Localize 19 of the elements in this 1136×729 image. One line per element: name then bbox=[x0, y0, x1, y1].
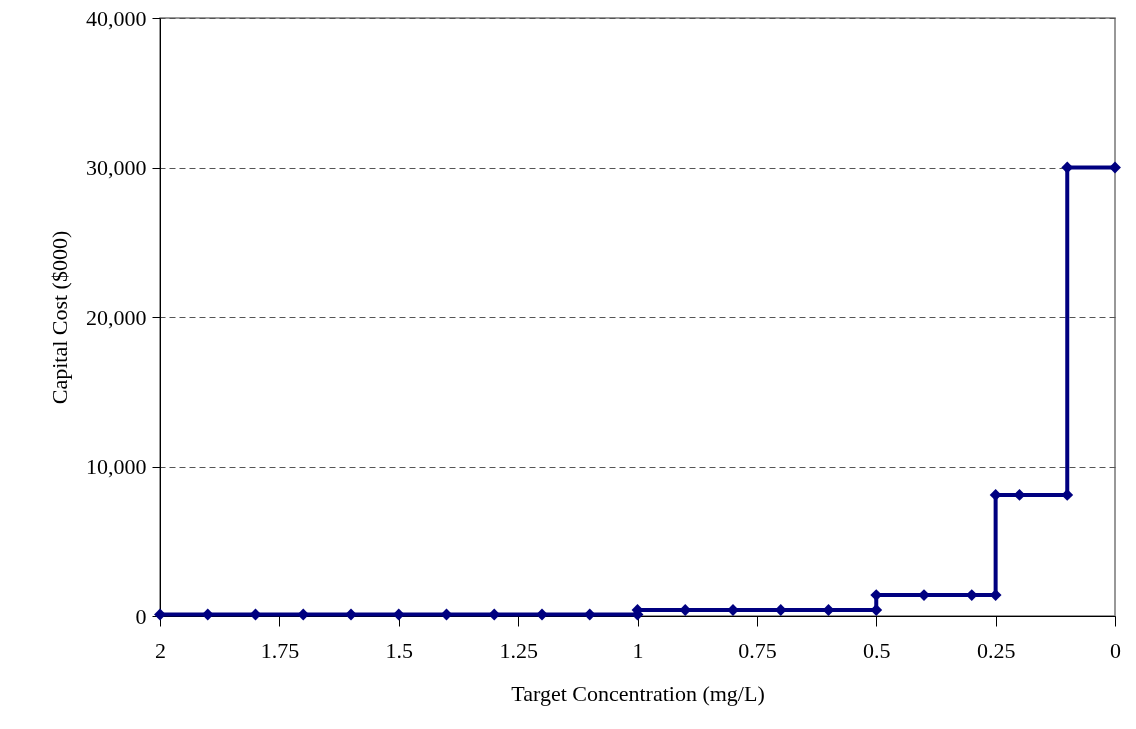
x-tick-label: 1 bbox=[632, 637, 644, 663]
x-tick-label: 0.5 bbox=[863, 637, 891, 663]
x-tick-label: 1.25 bbox=[499, 637, 538, 663]
point bbox=[536, 608, 548, 621]
y-tick-label: 30,000 bbox=[86, 155, 147, 180]
x-axis-title: Target Concentration (mg/L) bbox=[511, 680, 765, 706]
x-tick-label: 1.5 bbox=[385, 637, 413, 663]
y-axis-title: Capital Cost ($000) bbox=[47, 230, 72, 405]
x-tick-label: 0.25 bbox=[976, 637, 1016, 663]
y-tick-label: 0 bbox=[135, 603, 147, 629]
x-tick-label: 2 bbox=[155, 637, 166, 663]
x-tick-label: 0 bbox=[1110, 637, 1121, 663]
point bbox=[1109, 161, 1121, 174]
y-tick-label: 40,000 bbox=[86, 5, 147, 31]
y-tick-label: 20,000 bbox=[86, 304, 147, 330]
x-tick-label: 0.75 bbox=[738, 637, 777, 663]
x-tick-label: 1.75 bbox=[260, 637, 300, 663]
point bbox=[345, 608, 357, 621]
y-tick-label: 10,000 bbox=[86, 454, 147, 479]
